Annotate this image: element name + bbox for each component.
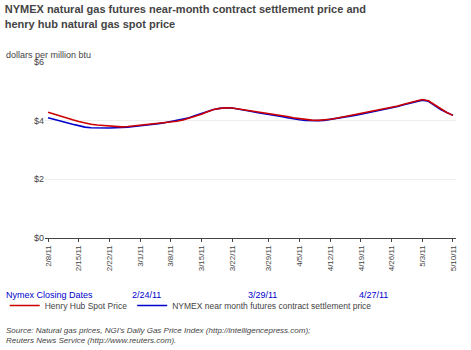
- svg-text:NYMEX near month futures contr: NYMEX near month futures contract settle…: [172, 301, 371, 311]
- svg-text:4/27/11: 4/27/11: [359, 290, 388, 300]
- svg-text:2/8/11: 2/8/11: [44, 245, 53, 267]
- svg-text:4/12/11: 4/12/11: [326, 245, 335, 272]
- svg-text:3/15/11: 3/15/11: [197, 245, 206, 272]
- svg-text:NYMEX natural gas futures near: NYMEX natural gas futures near-month con…: [5, 3, 366, 29]
- svg-text:Nymex Closing Dates: Nymex Closing Dates: [6, 290, 93, 300]
- svg-text:5/3/11: 5/3/11: [418, 245, 427, 267]
- svg-text:Source: Natural gas prices, NG: Source: Natural gas prices, NGI's Daily …: [6, 326, 310, 345]
- svg-text:4/19/11: 4/19/11: [357, 245, 366, 272]
- svg-text:3/29/11: 3/29/11: [265, 245, 274, 272]
- svg-text:Henry Hub Spot Price: Henry Hub Spot Price: [45, 301, 127, 311]
- svg-text:5/10/11: 5/10/11: [449, 245, 458, 272]
- svg-text:2/24/11: 2/24/11: [132, 290, 161, 300]
- svg-text:$4: $4: [34, 116, 44, 126]
- svg-text:4/5/11: 4/5/11: [295, 245, 304, 267]
- svg-text:3/8/11: 3/8/11: [166, 245, 175, 267]
- svg-text:$0: $0: [34, 233, 44, 243]
- svg-text:2/15/11: 2/15/11: [74, 245, 83, 272]
- svg-text:3/29/11: 3/29/11: [248, 290, 277, 300]
- svg-text:2/22/11: 2/22/11: [105, 245, 114, 272]
- svg-text:dollars per million btu: dollars per million btu: [6, 50, 91, 60]
- svg-text:$2: $2: [34, 174, 44, 184]
- svg-text:4/26/11: 4/26/11: [387, 245, 396, 272]
- svg-text:$6: $6: [34, 57, 44, 67]
- svg-text:3/1/11: 3/1/11: [136, 245, 145, 267]
- svg-text:3/22/11: 3/22/11: [228, 245, 237, 272]
